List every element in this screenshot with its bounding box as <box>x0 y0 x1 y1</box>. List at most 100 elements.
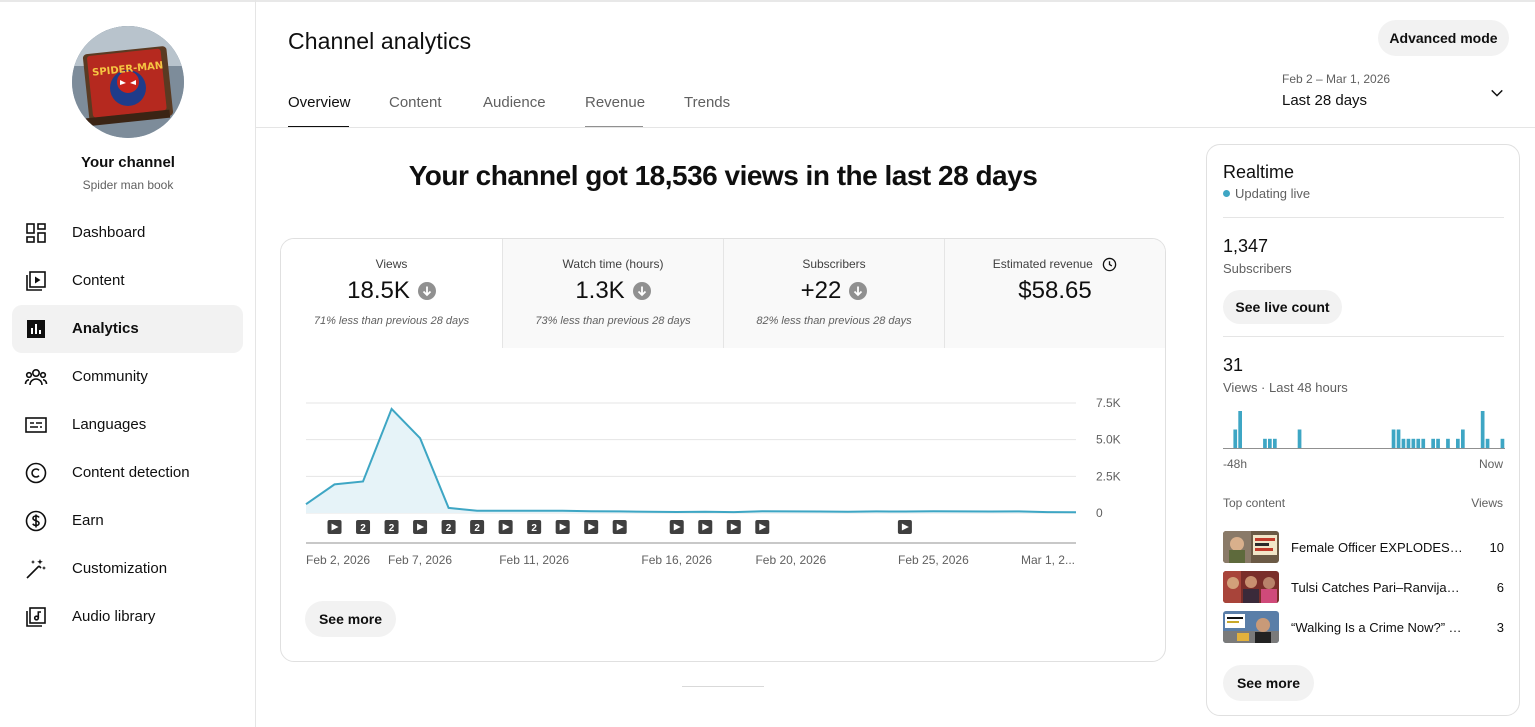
top-content-item[interactable]: Tulsi Catches Pari–Ranvijay R... 6 <box>1223 570 1504 604</box>
sidebar-item-label: Dashboard <box>72 224 146 241</box>
x-tick-label: Feb 2, 2026 <box>306 553 370 567</box>
metric-label-row: Estimated revenue <box>945 257 1165 272</box>
play-icon <box>616 523 624 531</box>
languages-icon <box>25 417 47 433</box>
top-content-item[interactable]: Female Officer EXPLODES, L... 10 <box>1223 530 1504 564</box>
metric-value: 18.5K <box>347 277 410 304</box>
sparkline-bar <box>1485 438 1490 449</box>
sparkline-end-label: Now <box>1478 457 1503 471</box>
sidebar-item-earn[interactable]: Earn <box>12 497 243 545</box>
sparkline-bar <box>1480 411 1485 448</box>
metric-value-row: $58.65 <box>945 277 1165 305</box>
y-tick-label: 5.0K <box>1096 433 1121 447</box>
y-tick-label: 0 <box>1096 506 1103 520</box>
top-content-item[interactable]: “Walking Is a Crime Now?” T... 3 <box>1223 610 1504 644</box>
realtime-status-text: Updating live <box>1235 186 1311 201</box>
community-icon <box>24 369 48 386</box>
metric-subscribers[interactable]: Subscribers +22 82% less than previous 2… <box>723 239 944 348</box>
sidebar-item-content[interactable]: Content <box>12 257 243 305</box>
play-icon <box>901 523 909 531</box>
play-icon <box>673 523 681 531</box>
clock-icon[interactable] <box>1102 257 1117 272</box>
sidebar-item-customization[interactable]: Customization <box>12 545 243 593</box>
see-live-count-button[interactable]: See live count <box>1223 290 1342 324</box>
sparkline-bar <box>1263 438 1267 449</box>
sparkline-bar <box>1416 438 1421 449</box>
chevron-down-icon <box>1491 89 1503 97</box>
sidebar-item-label: Analytics <box>72 320 139 337</box>
play-icon <box>559 523 567 531</box>
sidebar-item-label: Audio library <box>72 608 156 625</box>
video-thumbnail <box>1223 611 1279 643</box>
realtime-see-more-button[interactable]: See more <box>1223 665 1314 701</box>
video-upload-marker <box>527 520 542 534</box>
sparkline-bar <box>1401 438 1406 449</box>
sparkline-bar <box>1238 411 1242 448</box>
realtime-status: Updating live <box>1223 186 1310 201</box>
date-range-dates: Feb 2 – Mar 1, 2026 <box>1282 72 1391 86</box>
upload-count-label: 2 <box>531 523 537 534</box>
advanced-mode-button[interactable]: Advanced mode <box>1378 20 1509 56</box>
sidebar-item-label: Community <box>72 368 148 385</box>
see-more-button[interactable]: See more <box>305 601 396 637</box>
metric-comparison: 73% less than previous 28 days <box>535 315 691 327</box>
video-upload-marker <box>470 520 485 534</box>
sparkline-bar <box>1446 438 1450 449</box>
x-tick-label: Feb 16, 2026 <box>641 553 712 567</box>
sidebar-item-audio-library[interactable]: Audio library <box>12 593 243 641</box>
views-area <box>306 408 1076 513</box>
metric-revenue[interactable]: Estimated revenue $58.65 <box>944 239 1165 348</box>
date-range-selector[interactable]: Feb 2 – Mar 1, 2026 Last 28 days <box>1282 72 1512 116</box>
divider <box>1223 336 1504 337</box>
metric-tabs: Views 18.5K 71% less than previous 28 da… <box>281 239 1165 348</box>
play-icon <box>730 523 738 531</box>
page-title: Channel analytics <box>288 28 472 54</box>
realtime-views-count: 31 <box>1223 355 1244 375</box>
metric-watch-time[interactable]: Watch time (hours) 1.3K 73% less than pr… <box>502 239 723 348</box>
sidebar-item-label: Earn <box>72 512 104 529</box>
sparkline-bar <box>1391 429 1396 448</box>
video-title: “Walking Is a Crime Now?” T... <box>1291 620 1463 635</box>
play-icon <box>331 523 339 531</box>
sidebar-item-dashboard[interactable]: Dashboard <box>12 209 243 257</box>
play-icon <box>702 523 710 531</box>
tab-revenue[interactable]: Revenue <box>585 94 645 128</box>
sparkline-bar <box>1500 438 1505 449</box>
analytics-icon <box>27 320 45 338</box>
dashboard-icon <box>26 223 46 243</box>
sparkline-bar <box>1396 429 1401 448</box>
sidebar-item-label: Languages <box>72 416 147 433</box>
sidebar-item-community[interactable]: Community <box>12 353 243 401</box>
sidebar: SPIDER-MAN Your channel Spider man book … <box>0 0 256 727</box>
x-tick-label: Feb 25, 2026 <box>898 553 969 567</box>
y-tick-label: 2.5K <box>1096 469 1121 483</box>
metric-comparison: 82% less than previous 28 days <box>756 315 912 327</box>
sparkline-bar <box>1411 438 1416 449</box>
sidebar-item-languages[interactable]: Languages <box>12 401 243 449</box>
realtime-views-sparkline[interactable] <box>1223 407 1505 449</box>
tab-trends[interactable]: Trends <box>684 94 731 111</box>
sidebar-item-content-detection[interactable]: Content detection <box>12 449 243 497</box>
video-upload-marker <box>384 520 399 534</box>
x-tick-label: Feb 20, 2026 <box>755 553 826 567</box>
avatar-image: SPIDER-MAN <box>72 26 184 138</box>
header-divider <box>256 127 1535 128</box>
x-tick-label: Feb 11, 2026 <box>499 553 569 567</box>
channel-avatar[interactable]: SPIDER-MAN <box>72 26 184 138</box>
content-icon <box>26 271 46 291</box>
metric-views[interactable]: Views 18.5K 71% less than previous 28 da… <box>281 239 502 348</box>
tab-audience[interactable]: Audience <box>483 94 546 111</box>
tab-overview[interactable]: Overview <box>288 94 351 128</box>
top-border <box>0 0 1535 2</box>
sparkline-bar <box>1233 429 1238 448</box>
video-views: 10 <box>1489 540 1504 555</box>
upload-count-label: 2 <box>474 523 480 534</box>
views-headline: Your channel got 18,536 views in the las… <box>408 160 1038 191</box>
tab-content[interactable]: Content <box>389 94 442 111</box>
realtime-views-label: Views · Last 48 hours <box>1223 380 1348 395</box>
magic-wand-icon <box>26 559 46 579</box>
sparkline-bar <box>1421 438 1426 449</box>
sidebar-item-analytics[interactable]: Analytics <box>12 305 243 353</box>
audio-library-icon <box>26 607 46 627</box>
channel-name[interactable]: Spider man book <box>82 178 174 192</box>
